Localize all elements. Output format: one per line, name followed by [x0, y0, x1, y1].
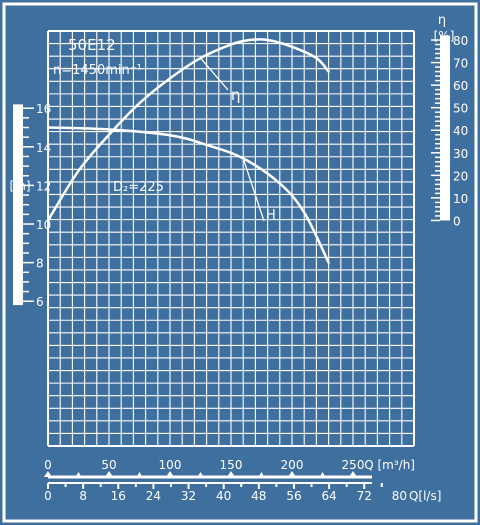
y-axis-h-tick-label: 14: [36, 141, 51, 155]
x-axis-m3h-tick: [319, 472, 326, 477]
y-axis-eta-bar: [440, 35, 450, 221]
x-axis-m3h-title: Q [m³/h]: [364, 458, 415, 472]
y-axis-h-tick-label: 8: [36, 257, 44, 271]
y-axis-eta-symbol: η: [438, 13, 446, 28]
x-axis-ls-tick-label: 24: [146, 489, 161, 503]
head-curve-label: H: [266, 208, 276, 223]
y-axis-h-tick-label: 6: [36, 295, 44, 309]
head-curve: [46, 126, 330, 264]
x-axis-ls-tick-label: 0: [44, 489, 52, 503]
labels: 50E12 n=1450min⁻¹ D₂=225: [53, 36, 164, 195]
y-axis-eta-unit: [%]: [434, 29, 455, 43]
x-axis-m3h-tick: [258, 472, 265, 477]
x-axis-m3h-tick-label: 150: [220, 458, 243, 472]
efficiency-curve: [46, 38, 330, 222]
x-axis-m3h-tick: [75, 472, 82, 477]
x-axis-m3h-tick: [166, 471, 174, 477]
x-axis-m3h-tick: [136, 472, 143, 477]
x-axis-ls-title: Q[l/s]: [409, 489, 441, 503]
x-axis-m3h-tick: [105, 471, 113, 477]
y-axis-eta-tick-label: 10: [453, 192, 468, 206]
y-axis-h-tick-label: 16: [36, 102, 51, 116]
x-axis-m3h-tick: [44, 471, 52, 477]
head-curve-leader: [242, 158, 265, 222]
x-axis-m3h-tick-label: 50: [101, 458, 116, 472]
x-axis-ls-tick-label: 48: [251, 489, 266, 503]
efficiency-curve-label: η: [231, 86, 241, 104]
y-axis-eta-tick-label: 50: [453, 102, 468, 116]
x-axis-ls-tick-label: 40: [216, 489, 231, 503]
axes: 0 50 100 150 200 250 Q [m³/h]0 8 16 24 32 40 48 56 64 7…: [9, 13, 468, 503]
y-axis-h-bar: [13, 104, 23, 306]
efficiency-curve-leader: [200, 57, 229, 91]
y-axis-h-unit: [m]: [9, 179, 30, 193]
x-axis-ls-tick-label: 80: [392, 489, 407, 503]
x-axis-ls-tick-label: 56: [286, 489, 301, 503]
y-axis-eta-tick-label: 20: [453, 169, 468, 183]
x-axis-m3h-tick: [227, 471, 235, 477]
x-axis-m3h-tick: [197, 472, 204, 477]
x-axis-m3h-tick: [288, 471, 296, 477]
y-axis-eta-tick-label: 40: [453, 124, 468, 138]
x-axis-ls-tick-label: 32: [181, 489, 196, 503]
y-axis-eta-tick-label: 60: [453, 79, 468, 93]
x-axis-ls-tick-label: 64: [321, 489, 336, 503]
y-axis-eta-tick-label: 30: [453, 147, 468, 161]
x-axis-ls-tick-label: 8: [79, 489, 87, 503]
y-axis-h-tick-label: 12: [36, 179, 51, 193]
speed-label: n=1450min⁻¹: [53, 63, 142, 78]
x-axis-m3h-tick-label: 100: [159, 458, 182, 472]
x-axis-ls-tick-label: 72: [357, 489, 372, 503]
y-axis-eta-tick-label: 70: [453, 57, 468, 71]
y-axis-eta-tick-label: 0: [453, 214, 461, 228]
pump-model-label: 50E12: [68, 36, 116, 54]
x-axis-ls-tick-label: 16: [111, 489, 126, 503]
x-axis-m3h-tick: [349, 471, 357, 477]
x-axis-m3h-tick-label: 0: [44, 458, 52, 472]
grid: [47, 30, 415, 447]
curves: Hη: [46, 38, 330, 264]
impeller-diameter-label: D₂=225: [113, 180, 164, 195]
x-axis-m3h-tick-label: 200: [281, 458, 304, 472]
y-axis-eta-tick-label: 80: [453, 34, 468, 48]
x-axis-m3h-tick-label: 250: [342, 458, 365, 472]
y-axis-h-symbol: H: [13, 157, 23, 172]
